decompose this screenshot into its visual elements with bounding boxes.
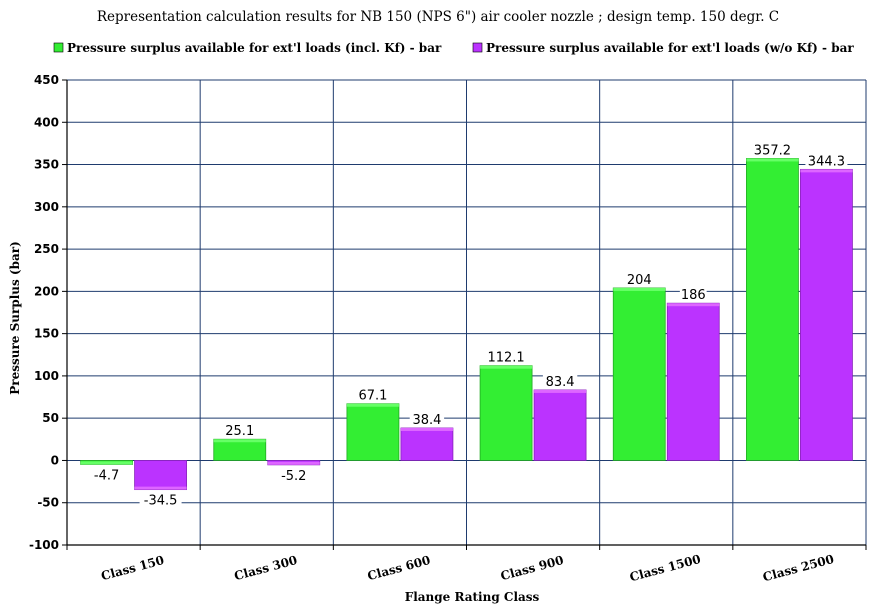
- chart-title: Representation calculation results for N…: [97, 9, 779, 25]
- bar-highlight-series-2: [134, 486, 187, 490]
- x-category-label: Class 150: [100, 553, 166, 583]
- bar-highlight-series-1: [480, 365, 533, 369]
- data-label-series-2: 38.4: [412, 413, 441, 428]
- legend: Pressure surplus available for ext'l loa…: [53, 41, 854, 55]
- y-tick-label: -100: [29, 538, 59, 552]
- x-axis-label: Flange Rating Class: [405, 590, 540, 604]
- data-label-series-1: -4.7: [94, 468, 119, 483]
- x-category-label: Class 600: [366, 553, 432, 583]
- bar-highlight-series-1: [80, 461, 133, 465]
- bar-series-1: [746, 158, 799, 461]
- data-label-background: [409, 411, 445, 427]
- y-tick-label: -50: [37, 496, 59, 510]
- bar-highlight-series-1: [346, 403, 399, 407]
- data-label-series-2: -5.2: [281, 469, 306, 484]
- data-label-background: [625, 271, 653, 287]
- y-tick-label: 200: [34, 284, 59, 298]
- bar-highlight-series-1: [213, 439, 266, 443]
- x-category-label: Class 900: [499, 553, 565, 583]
- y-tick-label: 0: [51, 453, 59, 467]
- data-label-series-2: 344.3: [808, 154, 845, 169]
- data-label-background: [355, 387, 391, 403]
- bar-highlight-series-1: [613, 287, 666, 291]
- data-label-background: [679, 287, 707, 303]
- data-label-background: [276, 467, 311, 483]
- x-category-label: Class 1500: [628, 552, 702, 584]
- legend-swatch-series-1: [53, 42, 64, 53]
- data-label-series-1: 25.1: [225, 424, 254, 439]
- legend-swatch-series-2: [472, 42, 483, 53]
- data-label-background: [139, 492, 182, 508]
- bar-highlight-series-1: [746, 158, 799, 162]
- data-label-series-1: 204: [627, 273, 652, 288]
- bar-highlight-series-2: [800, 169, 853, 173]
- x-category-label: Class 2500: [761, 552, 835, 584]
- data-label-background: [542, 373, 578, 389]
- y-tick-label: 50: [42, 411, 59, 425]
- data-label-series-1: 67.1: [358, 389, 387, 404]
- plot-area: -100 -50 0 50 100 150 200 250 300 350 400 450 -4.7 25…: [29, 73, 867, 584]
- bar-series-1: [479, 365, 533, 461]
- x-category-label: Class 300: [233, 553, 299, 583]
- bar-series-2: [666, 302, 720, 461]
- y-axis-label: Pressure Surplus (bar): [8, 241, 22, 395]
- bar-series-2: [800, 168, 853, 461]
- data-label-background: [485, 349, 528, 365]
- data-label-background: [805, 153, 848, 169]
- data-label-series-1: 112.1: [487, 351, 524, 366]
- data-label-series-2: 186: [681, 288, 706, 303]
- y-tick-label: 300: [34, 200, 59, 214]
- bar-series-2: [533, 389, 587, 461]
- data-label-background: [89, 467, 124, 483]
- y-tick-label: 450: [34, 73, 59, 87]
- bar-series-1: [213, 438, 267, 461]
- bar-highlight-series-2: [534, 389, 587, 393]
- legend-label-series-1: Pressure surplus available for ext'l loa…: [67, 41, 442, 55]
- bar-series-1: [612, 287, 666, 461]
- y-tick-label: 350: [34, 158, 59, 172]
- y-tick-label: 100: [34, 369, 59, 383]
- bar-highlight-series-2: [400, 427, 453, 431]
- data-label-series-1: 357.2: [754, 143, 791, 158]
- data-label-background: [751, 142, 794, 158]
- y-tick-label: 400: [34, 115, 59, 129]
- legend-label-series-2: Pressure surplus available for ext'l loa…: [486, 41, 854, 55]
- bar-series-1: [346, 403, 400, 461]
- y-tick-label: 150: [34, 327, 59, 341]
- data-label-series-2: 83.4: [546, 375, 575, 390]
- y-tick-label: 250: [34, 242, 59, 256]
- bar-highlight-series-2: [667, 303, 720, 307]
- data-label-series-2: -34.5: [144, 494, 178, 509]
- bar-highlight-series-2: [267, 461, 320, 465]
- data-label-background: [222, 423, 257, 439]
- bar-series-2: [134, 460, 187, 491]
- bar-series-2: [400, 427, 454, 461]
